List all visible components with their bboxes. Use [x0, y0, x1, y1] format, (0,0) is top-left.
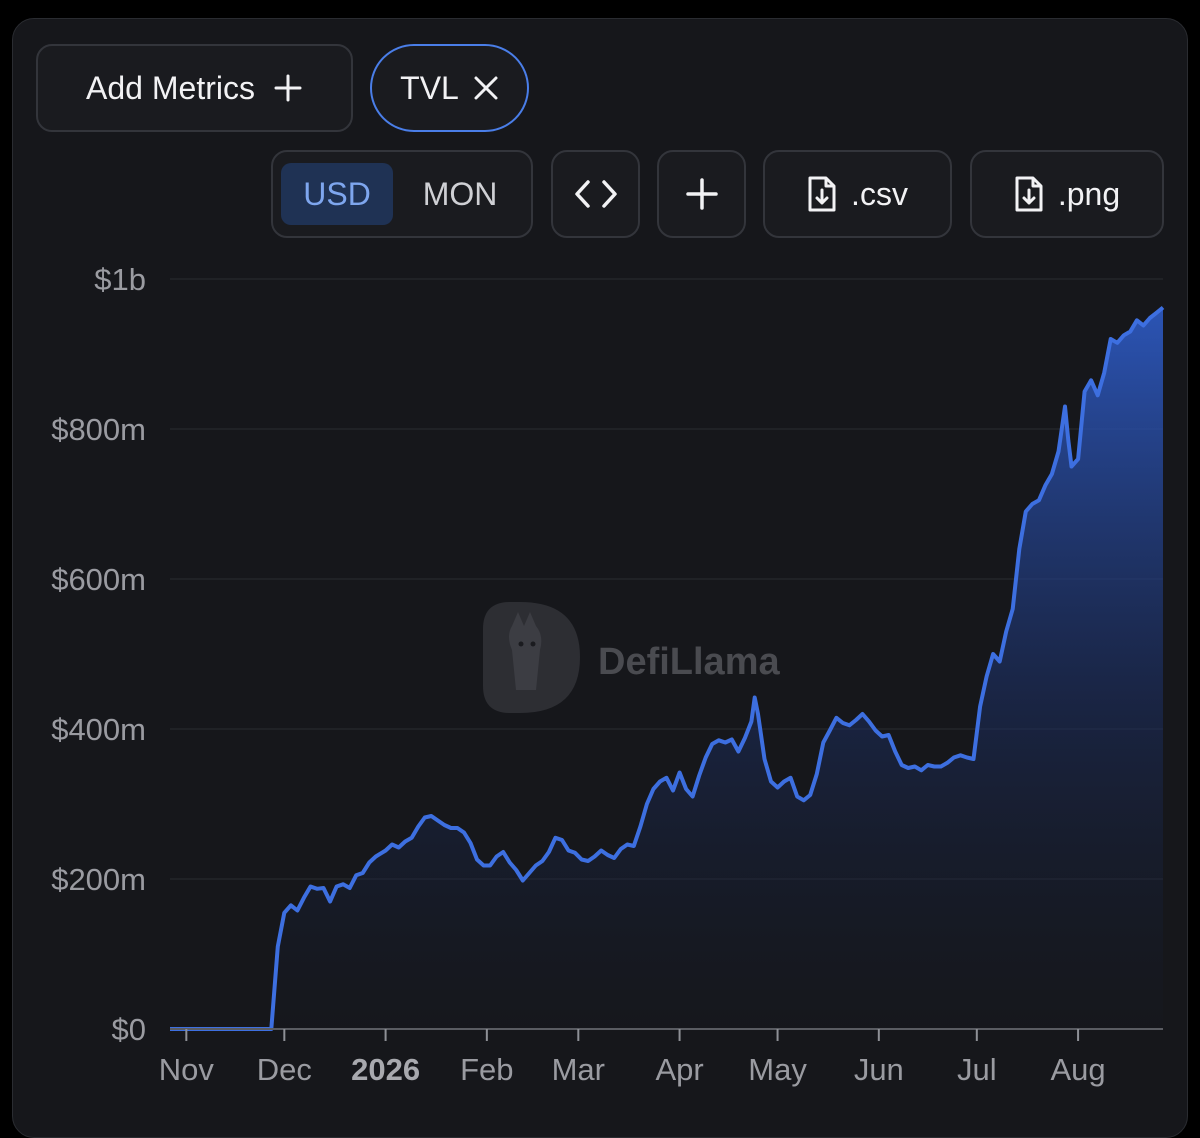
currency-toggle: USD MON	[271, 150, 533, 238]
add-chart-button[interactable]	[657, 150, 746, 238]
currency-option-usd[interactable]: USD	[281, 163, 394, 225]
x-tick-label: Aug	[1050, 1052, 1105, 1087]
x-tick-label: Nov	[159, 1052, 215, 1087]
x-tick-label: May	[748, 1052, 807, 1087]
code-icon	[574, 178, 618, 210]
plus-icon	[685, 177, 719, 211]
plus-icon	[273, 73, 303, 103]
y-tick-label: $600m	[51, 562, 146, 597]
download-png-label: .png	[1057, 175, 1121, 212]
watermark-text: DefiLlama	[598, 641, 780, 683]
y-tick-label: $800m	[51, 412, 146, 447]
file-download-icon	[807, 175, 837, 213]
x-tick-label: Apr	[655, 1052, 703, 1087]
download-csv-label: .csv	[851, 175, 908, 212]
download-csv-button[interactable]: .csv	[763, 150, 952, 238]
y-tick-label: $1b	[94, 262, 146, 297]
download-png-button[interactable]: .png	[970, 150, 1164, 238]
add-metrics-label: Add Metrics	[86, 69, 255, 106]
y-tick-label: $400m	[51, 712, 146, 747]
close-icon[interactable]	[473, 75, 499, 101]
defillama-watermark: DefiLlama	[483, 602, 780, 713]
tvl-area-fill	[170, 307, 1163, 1029]
x-tick-label: Jul	[957, 1052, 997, 1087]
tvl-series-line	[170, 305, 1165, 1031]
x-tick-label: Dec	[257, 1052, 312, 1087]
llama-logo-icon	[483, 602, 580, 713]
add-metrics-button[interactable]: Add Metrics	[36, 44, 353, 132]
y-tick-label: $200m	[51, 862, 146, 897]
currency-option-mon[interactable]: MON	[422, 175, 498, 212]
embed-code-button[interactable]	[551, 150, 640, 238]
metric-chip-tvl[interactable]: TVL	[370, 44, 529, 132]
tvl-chart: DefiLlama $0 $200m $400m $600m $800m $1b Nov De…	[51, 262, 1165, 1087]
y-tick-label: $0	[112, 1012, 146, 1047]
metric-chip-label: TVL	[400, 69, 459, 106]
file-download-icon	[1014, 175, 1044, 213]
x-tick-label: 2026	[351, 1052, 420, 1087]
x-tick-label: Mar	[552, 1052, 605, 1087]
x-tick-label: Jun	[854, 1052, 904, 1087]
x-tick-label: Feb	[460, 1052, 513, 1087]
